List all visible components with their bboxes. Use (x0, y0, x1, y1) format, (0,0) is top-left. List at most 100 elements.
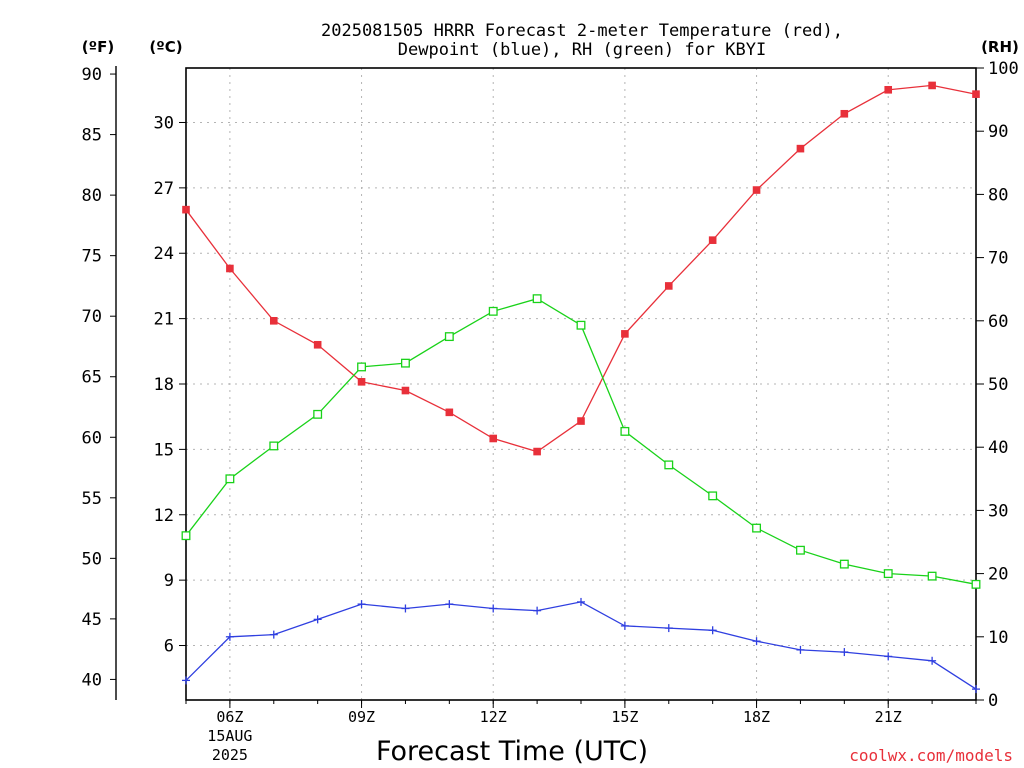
dewpoint-point (489, 604, 498, 613)
temperature-point (664, 282, 673, 290)
dewpoint-point (620, 621, 629, 630)
rh-tick-label: 10 (988, 628, 1008, 648)
rh-point (927, 571, 937, 581)
dewpoint-point (840, 648, 849, 657)
fahrenheit-tick-label: 55 (82, 489, 102, 509)
fahrenheit-tick-label: 70 (82, 307, 102, 327)
temperature-point (796, 144, 805, 153)
rh-point (620, 426, 630, 436)
series-temperature (182, 81, 980, 456)
watermark: coolwx.com/models (849, 746, 1013, 765)
x-axis-label: Forecast Time (UTC) (376, 736, 648, 767)
chart-title-line1: 2025081505 HRRR Forecast 2-meter Tempera… (321, 21, 843, 41)
x-tick-label: 09Z (348, 708, 375, 726)
temperature-point (269, 317, 278, 325)
rh-tick-label: 40 (988, 438, 1008, 458)
temperature-point (621, 330, 629, 338)
temperature-point (401, 386, 410, 395)
temperature-point (226, 264, 234, 273)
celsius-tick-label: 15 (154, 440, 174, 460)
temperature-point (182, 205, 190, 214)
x-tick-label: 18Z (743, 708, 770, 726)
rh-unit-label: (RH) (981, 38, 1019, 56)
temperature-point (752, 186, 761, 194)
x-tick-year-label: 2025 (212, 746, 248, 764)
temperature-point (884, 85, 893, 94)
rh-tick-label: 30 (988, 501, 1008, 521)
dewpoint-point (357, 600, 366, 609)
temperature-point (972, 90, 980, 98)
dewpoint-point (577, 597, 585, 606)
temperature-point (577, 417, 585, 425)
grid-lines (186, 68, 976, 700)
rh-point (357, 362, 367, 372)
rh-point (269, 441, 279, 451)
x-tick-date-label: 15AUG (207, 727, 252, 745)
dewpoint-point (884, 652, 893, 661)
series-line-dewpoint (185, 601, 977, 690)
temperature-point (533, 447, 541, 456)
temperature-point (313, 340, 322, 349)
series-layer (181, 81, 981, 694)
rh-point (400, 358, 410, 368)
rh-tick-label: 90 (988, 122, 1008, 142)
rh-point (664, 460, 674, 470)
celsius-tick-label: 24 (154, 244, 174, 264)
fahrenheit-tick-label: 85 (82, 126, 102, 146)
celsius-tick-label: 21 (154, 310, 174, 330)
celsius-tick-label: 6 (164, 637, 174, 657)
rh-point (488, 306, 498, 316)
dewpoint-point (182, 676, 190, 685)
fahrenheit-tick-label: 40 (82, 670, 102, 690)
rh-tick-label: 20 (988, 565, 1008, 585)
fahrenheit-unit-label: (ºF) (82, 38, 114, 56)
celsius-tick-label: 9 (164, 571, 174, 591)
celsius-tick-label: 27 (154, 179, 174, 199)
rh-point (532, 294, 542, 304)
dewpoint-point (972, 685, 980, 694)
series-line-temperature (185, 84, 977, 453)
dewpoint-point (225, 632, 234, 641)
rh-point (795, 545, 805, 555)
dewpoint-point (928, 656, 937, 665)
rh-point (576, 320, 586, 330)
rh-tick-label: 0 (988, 691, 998, 711)
rh-tick-label: 100 (988, 59, 1019, 79)
temperature-point (489, 434, 498, 443)
rh-point (708, 491, 718, 501)
celsius-unit-label: (ºC) (149, 38, 182, 56)
x-tick-label: 21Z (875, 708, 902, 726)
rh-tick-label: 60 (988, 312, 1008, 332)
rh-tick-label: 80 (988, 185, 1008, 205)
dewpoint-point (664, 624, 673, 633)
celsius-tick-label: 12 (154, 506, 174, 526)
fahrenheit-tick-label: 60 (82, 428, 102, 448)
temperature-point (445, 408, 454, 417)
fahrenheit-tick-label: 65 (82, 368, 102, 388)
rh-tick-label: 70 (988, 249, 1008, 269)
series-rh (181, 294, 981, 589)
fahrenheit-tick-label: 75 (82, 247, 102, 267)
rh-point (839, 559, 849, 569)
temperature-point (357, 378, 366, 386)
dewpoint-point (752, 637, 761, 646)
dewpoint-point (533, 606, 542, 615)
rh-point (444, 332, 454, 342)
rh-point (313, 409, 323, 419)
x-tick-label: 15Z (611, 708, 638, 726)
rh-tick-label: 50 (988, 375, 1008, 395)
dewpoint-point (401, 604, 410, 613)
rh-point (752, 523, 762, 533)
fahrenheit-tick-label: 50 (82, 549, 102, 569)
fahrenheit-tick-label: 90 (82, 65, 102, 85)
temperature-point (708, 236, 717, 244)
series-line-rh (185, 297, 977, 585)
series-dewpoint (182, 597, 980, 694)
x-tick-label: 12Z (480, 708, 507, 726)
dewpoint-point (313, 615, 322, 624)
temperature-point (928, 81, 936, 90)
x-tick-label: 06Z (216, 708, 243, 726)
dewpoint-point (445, 600, 454, 609)
